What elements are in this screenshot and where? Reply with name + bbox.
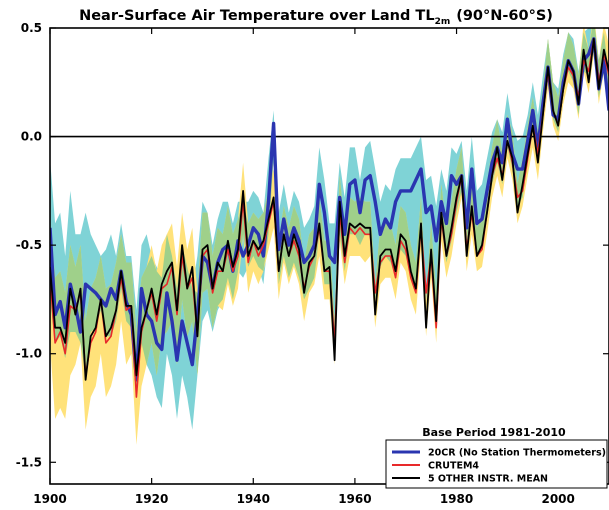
legend-label-crutem4: CRUTEM4 — [428, 461, 479, 472]
legend-label-mean: 5 OTHER INSTR. MEAN — [428, 474, 548, 485]
uncertainty-bands — [50, 28, 609, 445]
plot-frame — [49, 27, 609, 485]
series-line-20cr — [50, 37, 609, 382]
y-tick-label: 0.5 — [21, 21, 42, 35]
y-tick-label: -1.0 — [16, 347, 42, 361]
y-tick-label: -0.5 — [16, 238, 42, 252]
series-line-mean — [50, 38, 609, 381]
x-tick-label: 1900 — [33, 492, 66, 506]
y-tick-label: -1.5 — [16, 455, 42, 469]
x-tick-label: 1980 — [440, 492, 473, 506]
x-tick-label: 1960 — [338, 492, 371, 506]
x-tick-label: 1920 — [135, 492, 168, 506]
x-tick-label: 1940 — [237, 492, 270, 506]
chart-title: Near-Surface Air Temperature over Land T… — [79, 8, 553, 27]
chart-title-main: Near-Surface Air Temperature over Land T… — [79, 8, 435, 24]
x-tick-label: 2000 — [541, 492, 574, 506]
chart-title-subscript: 2m — [435, 17, 451, 27]
chart-title-suffix: (90°N-60°S) — [456, 8, 553, 24]
data-series — [50, 37, 609, 398]
legend: Base Period 1981-2010 20CR (No Station T… — [385, 426, 608, 489]
band-cyan — [50, 28, 609, 430]
legend-box — [385, 439, 608, 489]
y-tick-label: 0.0 — [21, 130, 42, 144]
band-overlap — [50, 28, 609, 398]
legend-label-20cr: 20CR (No Station Thermometers) — [428, 448, 606, 459]
legend-title: Base Period 1981-2010 — [422, 426, 566, 439]
axis-ticks: 1900 1920 1940 1960 1980 2000 0.5 0.0 -0.5 -1.0 -1… — [16, 21, 609, 506]
